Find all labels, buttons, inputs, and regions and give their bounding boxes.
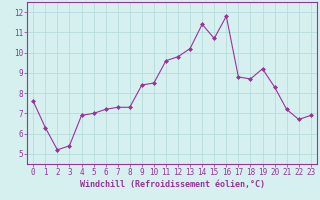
- X-axis label: Windchill (Refroidissement éolien,°C): Windchill (Refroidissement éolien,°C): [79, 180, 265, 189]
